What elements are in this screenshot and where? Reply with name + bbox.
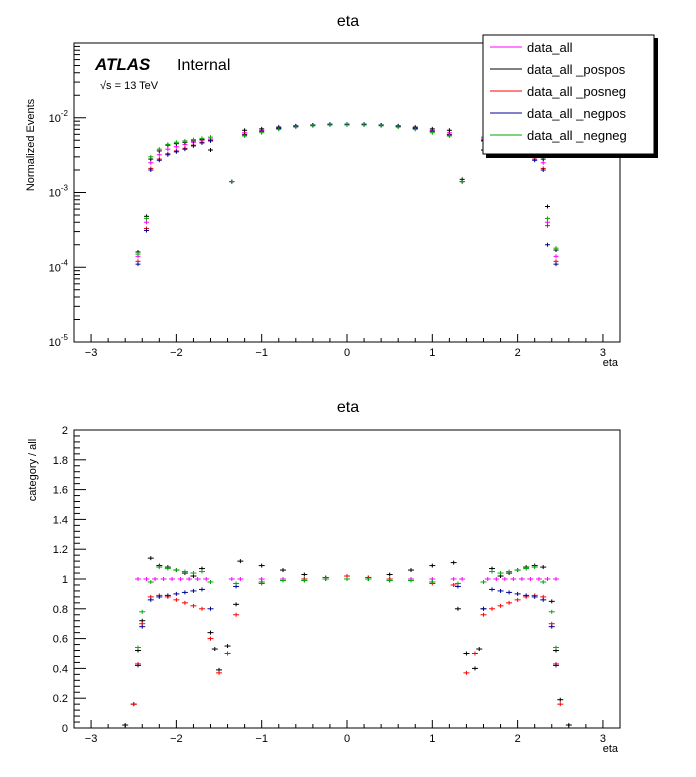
bottom-series-4 [134,565,560,650]
bottom-x-tick-label: 0 [344,733,350,745]
bottom-x-tick-label: −3 [85,733,98,745]
top-y-tick-label: 10-5 [49,333,69,349]
bottom-y-tick-label: 0.4 [53,663,68,675]
top-x-tick-label: 1 [429,347,435,359]
bottom-x-tick-label: −1 [255,733,268,745]
bottom-title: eta [337,399,359,416]
bottom-x-tick-label: 2 [515,733,521,745]
bottom-y-tick-label: 0.6 [53,634,68,646]
top-x-tick-label: 3 [600,347,606,359]
top-x-tick-label: −1 [255,347,268,359]
bottom-panel: eta −3 −2 −1 0 1 2 3 0 0.2 0.4 0.6 0.8 1 1.2 1.4 1.6 1.… [27,399,621,755]
top-x-ticks: −3 −2 −1 0 1 2 3 [85,334,606,359]
energy-label: √s = 13 TeV [100,80,159,92]
legend-label: data_all [527,40,573,55]
top-x-tick-label: −2 [170,347,183,359]
legend-box [482,34,655,155]
bottom-y-tick-label: 1.4 [53,514,68,526]
bottom-series-group [122,556,572,728]
legend-label: data_all _pospos [527,62,626,77]
top-y-tick-label: 10-4 [49,258,69,274]
top-x-tick-label: −3 [85,347,98,359]
top-y-label: Normalized Events [25,98,37,191]
top-panel: eta −3 −2 −1 0 1 2 3 10-5 10-4 10-3 10-2 eta Norm… [25,13,658,369]
top-x-label: eta [603,357,619,369]
top-x-tick-label: 2 [515,347,521,359]
bottom-y-tick-label: 0.8 [53,604,68,616]
bottom-y-tick-label: 0 [62,723,68,735]
bottom-y-tick-label: 2 [62,425,68,437]
bottom-x-tick-label: −2 [170,733,183,745]
bottom-x-tick-label: 1 [429,733,435,745]
legend-label: data_all _negneg [527,128,627,143]
top-title: eta [337,13,359,30]
bottom-y-ticks: 0 0.2 0.4 0.6 0.8 1 1.2 1.4 1.6 1.8 2 [53,425,86,735]
internal-label: Internal [177,57,230,74]
bottom-y-tick-label: 0.2 [53,693,68,705]
bottom-x-label: eta [603,743,619,755]
atlas-label: ATLAS [94,55,151,74]
bottom-y-label: category / all [27,439,39,501]
legend-items: data_all data_all _pospos data_all _posneg… [490,40,627,143]
bottom-x-tick-label: 3 [600,733,606,745]
legend: data_all data_all _pospos data_all _posneg… [482,34,658,158]
top-y-ticks: 10-5 10-4 10-3 10-2 [49,45,86,349]
top-y-tick-label: 10-3 [49,184,69,200]
legend-label: data_all _negpos [527,106,627,121]
legend-label: data_all _posneg [527,84,626,99]
top-x-tick-label: 0 [344,347,350,359]
bottom-x-ticks: −3 −2 −1 0 1 2 3 [85,720,606,745]
top-y-tick-label: 10-2 [49,109,69,125]
bottom-y-tick-label: 1 [62,574,68,586]
bottom-y-tick-label: 1.2 [53,544,68,556]
bottom-y-tick-label: 1.6 [53,485,68,497]
bottom-y-tick-label: 1.8 [53,455,68,467]
